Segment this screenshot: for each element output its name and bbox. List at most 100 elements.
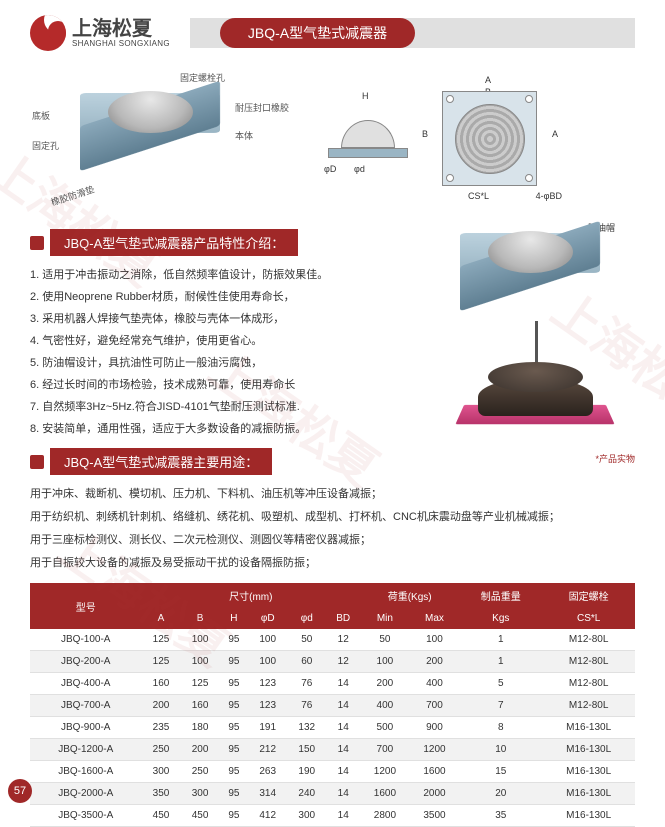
usage-list: 用于冲床、裁断机、模切机、压力机、下料机、油压机等冲压设备减振； 用于纺织机、刺… — [30, 483, 635, 575]
table-cell: 412 — [248, 805, 287, 827]
dim-A2: A — [552, 129, 558, 139]
table-cell: 250 — [181, 761, 220, 783]
page-number: 57 — [8, 779, 32, 803]
table-cell: M12-80L — [542, 651, 635, 673]
table-cell: 450 — [141, 805, 180, 827]
table-row: JBQ-400-A1601259512376142004005M12-80L — [30, 673, 635, 695]
brand-name-en: SHANGHAI SONGXIANG — [72, 39, 170, 48]
table-cell: M16-130L — [542, 805, 635, 827]
section1-title: JBQ-A型气垫式减震器产品特性介绍： — [50, 229, 298, 256]
table-cell: 180 — [181, 717, 220, 739]
table-cell: 132 — [287, 717, 326, 739]
diagram-row: 固定螺栓孔 底板 固定孔 耐压封口橡胶 本体 橡胶防滑垫 H φD φd A B — [30, 61, 635, 216]
table-row: JBQ-1200-A2502009521215014700120010M16-1… — [30, 739, 635, 761]
table-cell: 200 — [141, 695, 180, 717]
table-cell: 1 — [459, 629, 542, 651]
th-col: φd — [287, 608, 326, 629]
table-cell: 95 — [220, 629, 249, 651]
brand-logo: 上海松夏 SHANGHAI SONGXIANG — [30, 15, 170, 51]
label-rubber: 耐压封口橡胶 — [235, 101, 289, 114]
table-row: JBQ-700-A2001609512376144007007M12-80L — [30, 695, 635, 717]
th-model: 型号 — [30, 583, 141, 629]
table-row: JBQ-200-A1251009510060121002001M12-80L — [30, 651, 635, 673]
table-cell: 123 — [248, 695, 287, 717]
dim-D: φD — [324, 164, 336, 174]
dim-A: A — [485, 75, 491, 85]
feature-item: 2. 使用Neoprene Rubber材质，耐候性佳使用寿命长， — [30, 286, 420, 308]
photo-caption: *产品实物 — [435, 452, 635, 465]
brand-name-cn: 上海松夏 — [72, 19, 170, 39]
table-cell: 235 — [141, 717, 180, 739]
table-cell: 3500 — [410, 805, 460, 827]
side-view-diagram: H φD φd — [320, 91, 415, 186]
section2-header: JBQ-A型气垫式减震器主要用途： — [30, 448, 420, 475]
table-cell: 314 — [248, 783, 287, 805]
usage-item: 用于三座标检测仪、测长仪、二次元检测仪、测圆仪等精密仪器减振； — [30, 529, 635, 552]
table-cell: 14 — [326, 783, 360, 805]
table-cell: 20 — [459, 783, 542, 805]
table-cell: 1200 — [360, 761, 410, 783]
mid-section: JBQ-A型气垫式减震器产品特性介绍： 1. 适用于冲击振动之消除，低自然频率值… — [30, 221, 635, 483]
product-photo — [450, 324, 620, 444]
th-size: 尺寸(mm) — [141, 583, 360, 608]
th-weight: 制品重量 — [459, 583, 542, 608]
table-cell: 350 — [141, 783, 180, 805]
table-cell: 14 — [326, 761, 360, 783]
th-col: Min — [360, 608, 410, 629]
dim-B2: B — [422, 129, 428, 139]
table-cell: 15 — [459, 761, 542, 783]
table-cell: M16-130L — [542, 717, 635, 739]
th-col: Max — [410, 608, 460, 629]
table-cell: M16-130L — [542, 739, 635, 761]
table-cell: M16-130L — [542, 761, 635, 783]
table-cell: 160 — [181, 695, 220, 717]
table-cell: JBQ-1200-A — [30, 739, 141, 761]
table-cell: 191 — [248, 717, 287, 739]
th-bolt: 固定螺栓 — [542, 583, 635, 608]
table-cell: 14 — [326, 673, 360, 695]
dim-CSL: CS*L — [468, 191, 489, 201]
page-title: JBQ-A型气垫式减震器 — [220, 18, 415, 48]
table-cell: 60 — [287, 651, 326, 673]
dim-H: H — [362, 91, 369, 101]
page-header: 上海松夏 SHANGHAI SONGXIANG JBQ-A型气垫式减震器 — [30, 15, 635, 51]
table-cell: M16-130L — [542, 783, 635, 805]
table-cell: JBQ-400-A — [30, 673, 141, 695]
table-cell: 450 — [181, 805, 220, 827]
isometric-diagram: 固定螺栓孔 底板 固定孔 耐压封口橡胶 本体 橡胶防滑垫 — [30, 61, 300, 216]
th-col: φD — [248, 608, 287, 629]
table-cell: 100 — [181, 629, 220, 651]
table-cell: 7 — [459, 695, 542, 717]
table-cell: 95 — [220, 761, 249, 783]
table-cell: 100 — [410, 629, 460, 651]
spec-table: 型号 尺寸(mm) 荷重(Kgs) 制品重量 固定螺栓 ABHφDφdBDMin… — [30, 583, 635, 827]
table-cell: 5 — [459, 673, 542, 695]
table-cell: 300 — [141, 761, 180, 783]
table-cell: 700 — [410, 695, 460, 717]
label-fix-hole: 固定孔 — [32, 139, 59, 152]
table-cell: 95 — [220, 651, 249, 673]
table-row: JBQ-900-A23518095191132145009008M16-130L — [30, 717, 635, 739]
table-cell: JBQ-200-A — [30, 651, 141, 673]
section2-title: JBQ-A型气垫式减震器主要用途： — [50, 448, 272, 475]
th-col: Kgs — [459, 608, 542, 629]
iso-dome — [108, 91, 193, 133]
usage-item: 用于纺织机、刺绣机针刺机、络缝机、绣花机、吸塑机、成型机、打杯机、CNC机床震动… — [30, 506, 635, 529]
table-cell: 12 — [326, 651, 360, 673]
table-cell: 76 — [287, 695, 326, 717]
section1-header: JBQ-A型气垫式减震器产品特性介绍： — [30, 229, 420, 256]
th-col: H — [220, 608, 249, 629]
table-cell: 300 — [181, 783, 220, 805]
usage-item: 用于冲床、裁断机、模切机、压力机、下料机、油压机等冲压设备减振； — [30, 483, 635, 506]
table-cell: 14 — [326, 717, 360, 739]
table-cell: 14 — [326, 739, 360, 761]
table-cell: 100 — [248, 629, 287, 651]
table-cell: 12 — [326, 629, 360, 651]
th-col: B — [181, 608, 220, 629]
th-load: 荷重(Kgs) — [360, 583, 459, 608]
label-bottom-plate: 底板 — [32, 109, 50, 122]
feature-item: 7. 自然频率3Hz~5Hz.符合JISD-4101气垫耐压测试标准. — [30, 396, 420, 418]
feature-list: 1. 适用于冲击振动之消除，低自然频率值设计，防振效果佳。 2. 使用Neopr… — [30, 264, 420, 440]
table-cell: JBQ-1600-A — [30, 761, 141, 783]
table-cell: 14 — [326, 695, 360, 717]
